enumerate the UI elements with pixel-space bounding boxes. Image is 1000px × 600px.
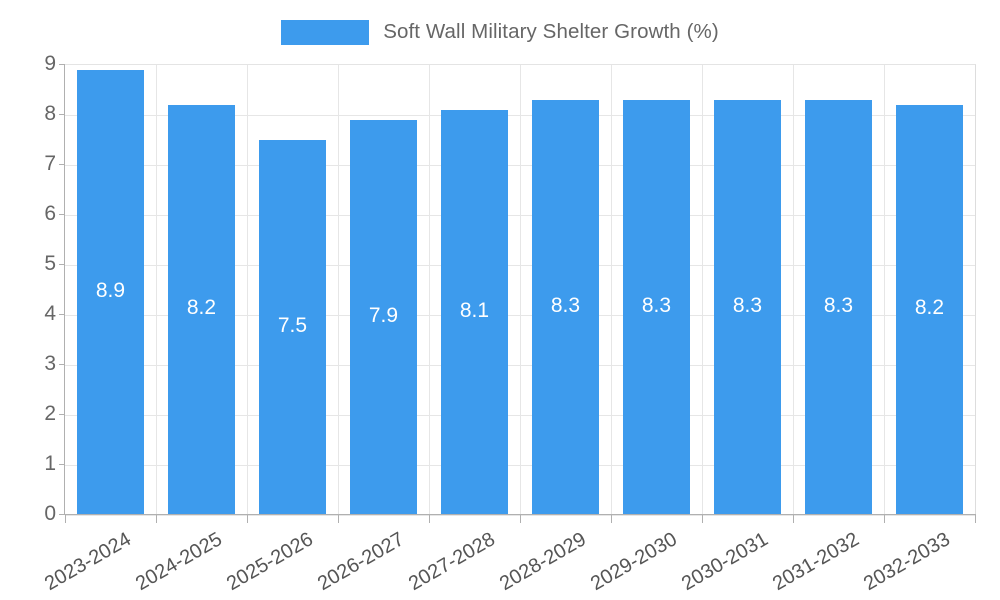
y-axis-tick-mark — [59, 164, 65, 165]
y-axis-tick-mark — [59, 414, 65, 415]
x-gridline — [247, 65, 248, 515]
x-axis-tick-mark — [247, 515, 248, 523]
x-gridline — [429, 65, 430, 515]
x-gridline — [338, 65, 339, 515]
bar[interactable]: 7.9 — [349, 120, 418, 515]
legend-series-label: Soft Wall Military Shelter Growth (%) — [383, 20, 719, 43]
x-axis-tick-mark — [611, 515, 612, 523]
bar-value-label: 7.5 — [277, 313, 308, 337]
bar-value-label: 8.2 — [914, 296, 945, 319]
x-axis-tick-label: 2025-2026 — [223, 528, 318, 596]
y-axis-tick-label: 1 — [44, 452, 56, 475]
y-axis-tick-mark — [59, 214, 65, 215]
y-axis-tick-mark — [59, 264, 65, 265]
bar[interactable]: 8.1 — [440, 110, 509, 515]
x-axis-tick-mark — [975, 515, 976, 523]
bar-value-label: 7.9 — [368, 303, 399, 327]
bar-value-label: 8.9 — [95, 278, 126, 302]
x-gridline — [702, 65, 703, 515]
x-axis-tick-label: 2024-2025 — [132, 528, 227, 596]
x-axis-tick-mark — [520, 515, 521, 523]
bar-value-label: 8.3 — [641, 293, 672, 317]
bar[interactable]: 8.3 — [804, 100, 873, 515]
bar[interactable]: 8.9 — [76, 70, 145, 515]
x-gridline — [884, 65, 885, 515]
bar[interactable]: 8.3 — [622, 100, 691, 515]
y-axis-tick-label: 5 — [44, 252, 56, 275]
bar-value-label: 8.1 — [459, 298, 490, 322]
x-axis-tick-label: 2028-2029 — [496, 528, 591, 596]
y-axis-tick-label: 6 — [44, 202, 56, 225]
x-axis-tick-label: 2027-2028 — [405, 528, 500, 596]
bar-value-label: 8.3 — [550, 293, 581, 317]
bar[interactable]: 8.2 — [167, 105, 236, 515]
y-axis-tick-mark — [59, 364, 65, 365]
x-axis-tick-mark — [702, 515, 703, 523]
y-axis-tick-label: 4 — [44, 302, 56, 325]
y-axis-tick-mark — [59, 114, 65, 115]
y-axis-tick-mark — [59, 64, 65, 65]
x-axis-tick-mark — [338, 515, 339, 523]
bar-value-label: 8.2 — [186, 296, 217, 319]
x-gridline — [520, 65, 521, 515]
bar-value-label: 8.3 — [823, 293, 854, 317]
y-axis-line — [64, 64, 65, 515]
y-axis: 0 1 2 3 4 5 6 7 8 9 — [0, 0, 65, 600]
x-gridline — [611, 65, 612, 515]
x-axis-tick-mark — [793, 515, 794, 523]
bar[interactable]: 8.3 — [531, 100, 600, 515]
y-axis-tick-label: 7 — [44, 152, 56, 175]
x-axis-tick-mark — [884, 515, 885, 523]
bar[interactable]: 8.2 — [895, 105, 964, 515]
legend-color-swatch[interactable] — [281, 19, 370, 45]
bar[interactable]: 7.5 — [258, 140, 327, 515]
x-axis-tick-mark — [65, 515, 66, 523]
x-gridline — [793, 65, 794, 515]
y-axis-tick-label: 8 — [44, 102, 56, 125]
x-axis-tick-label: 2030-2031 — [678, 528, 773, 596]
x-gridline — [156, 65, 157, 515]
x-axis-tick-label: 2029-2030 — [587, 528, 682, 596]
chart-legend[interactable]: Soft Wall Military Shelter Growth (%) — [0, 14, 1000, 50]
y-axis-tick-label: 9 — [44, 52, 56, 75]
x-axis-line — [64, 514, 976, 515]
y-axis-tick-mark — [59, 464, 65, 465]
y-axis-tick-label: 3 — [44, 352, 56, 375]
x-axis-tick-mark — [429, 515, 430, 523]
x-axis-tick-label: 2031-2032 — [769, 528, 864, 596]
plot-area: 8.9 8.2 7.5 7.9 8.1 8.3 8.3 8.3 8.3 8.2 — [65, 64, 976, 516]
y-axis-tick-label: 0 — [44, 502, 56, 525]
y-axis-tick-mark — [59, 514, 65, 515]
bar-value-label: 8.3 — [732, 293, 763, 317]
x-axis-tick-label: 2032-2033 — [860, 528, 955, 596]
bar[interactable]: 8.3 — [713, 100, 782, 515]
y-axis-tick-mark — [59, 314, 65, 315]
x-axis-tick-label: 2026-2027 — [314, 528, 409, 596]
y-axis-tick-label: 2 — [44, 402, 56, 425]
x-axis-tick-mark — [156, 515, 157, 523]
